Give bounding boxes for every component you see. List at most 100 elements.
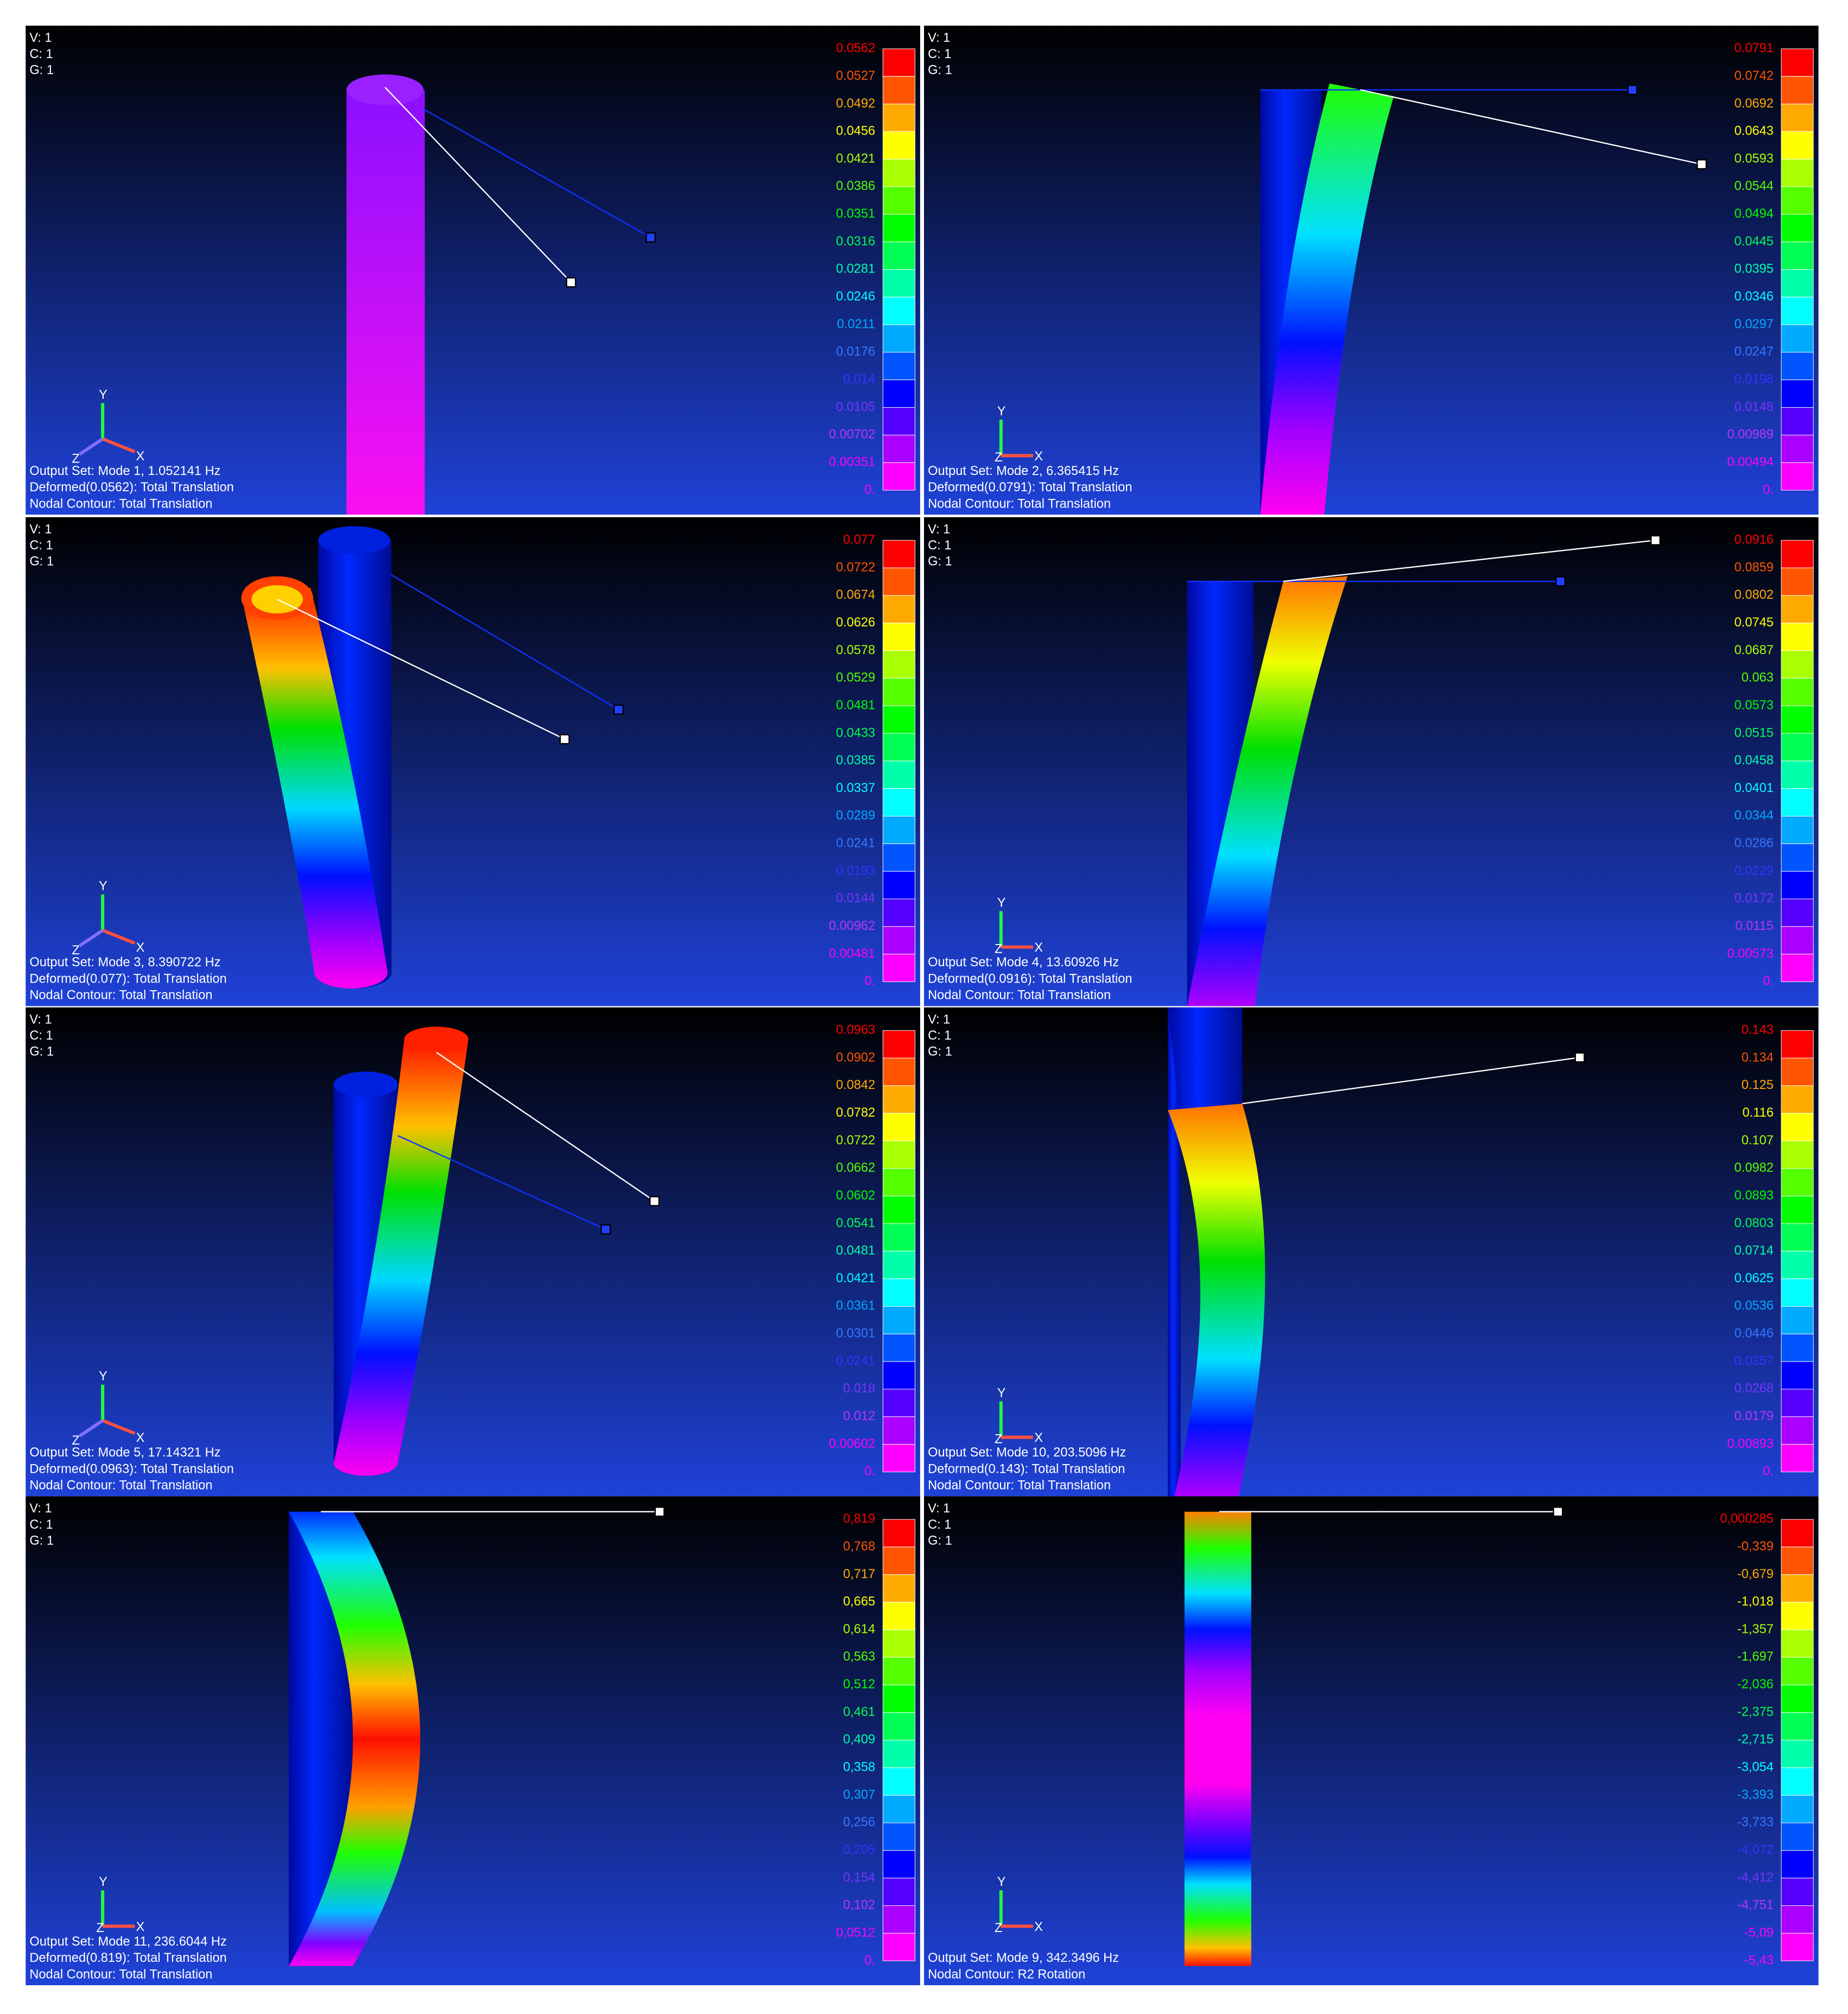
viewport-background — [26, 517, 920, 1006]
legend-label: 0. — [864, 1465, 875, 1479]
probe-line — [423, 108, 651, 238]
legend-label: 0.00573 — [1727, 947, 1773, 961]
legend-label: 0.0742 — [1735, 69, 1774, 83]
legend-swatch — [1781, 1878, 1814, 1906]
legend-label: 0.0211 — [837, 317, 876, 331]
viewport-info: V: 1 — [29, 523, 52, 537]
legend-label: 0.0745 — [1735, 616, 1774, 630]
legend-swatch — [1781, 186, 1814, 215]
legend-label: 0.0176 — [836, 345, 875, 359]
legend-label: 0.0893 — [1735, 1188, 1774, 1202]
viewport-info: G: 1 — [29, 1534, 54, 1548]
legend-label: 0.00481 — [829, 947, 875, 961]
triad-axis — [102, 1419, 136, 1435]
triad-label: X — [1034, 449, 1043, 464]
legend-swatch — [1781, 269, 1814, 297]
viewport-panel: V: 1 C: 1 G: 1 0.0791 0.0742 0.0692 0.0643 0.05… — [924, 26, 1819, 515]
probe-marker — [613, 704, 624, 715]
legend-label: -1,697 — [1737, 1650, 1774, 1664]
legend-label: 0.0602 — [836, 1188, 875, 1202]
legend-swatch — [882, 1168, 915, 1196]
legend-label: 0.063 — [1742, 671, 1774, 685]
triad-label: X — [136, 449, 145, 464]
output-caption: Nodal Contour: Total Translation — [29, 1479, 212, 1493]
probe-marker — [1627, 85, 1638, 95]
probe-line — [397, 1135, 606, 1230]
legend-swatch — [882, 871, 915, 900]
triad-axis — [78, 438, 104, 456]
legend-swatch — [1781, 379, 1814, 408]
legend-label: 0.00494 — [1727, 455, 1773, 469]
triad-label: Y — [99, 1370, 107, 1384]
legend-swatch — [882, 733, 915, 762]
legend-label: 0.018 — [843, 1382, 875, 1396]
legend-swatch — [1781, 1684, 1814, 1713]
legend-label: 0. — [864, 974, 875, 989]
viewport-background — [924, 517, 1819, 1006]
legend-swatch — [1781, 1057, 1814, 1086]
legend-label: 0. — [1763, 483, 1774, 497]
legend-swatch — [882, 1306, 915, 1334]
legend-label: 0. — [864, 483, 875, 497]
legend-swatch — [1781, 1933, 1814, 1961]
legend-swatch — [882, 1195, 915, 1224]
legend-label: 0.0445 — [1735, 235, 1774, 249]
triad-label: Z — [96, 1921, 104, 1935]
legend-swatch — [1781, 623, 1814, 651]
model — [1260, 83, 1707, 515]
triad-label: X — [1034, 1431, 1043, 1445]
legend-label: 0.0643 — [1735, 124, 1774, 138]
legend-label: 0.0481 — [836, 698, 875, 712]
legend-swatch — [1781, 540, 1814, 568]
viewport-info: C: 1 — [29, 1029, 53, 1043]
viewport-background — [26, 26, 920, 515]
triad-label: Y — [99, 1875, 107, 1889]
model — [1187, 535, 1661, 1006]
legend-swatch — [882, 1547, 915, 1575]
legend-swatch — [1781, 76, 1814, 105]
legend-label: 0,614 — [843, 1622, 875, 1636]
legend-swatch — [882, 1850, 915, 1879]
legend-swatch — [882, 324, 915, 353]
model — [241, 526, 624, 989]
legend-label: -5,09 — [1744, 1926, 1774, 1940]
triad-label: X — [136, 1920, 145, 1934]
viewport-info: G: 1 — [928, 63, 952, 77]
model — [1168, 1007, 1585, 1497]
legend-label: 0.0401 — [1735, 781, 1774, 795]
legend-label: 0.0626 — [836, 616, 875, 630]
legend-swatch — [882, 1519, 915, 1548]
triad-label: Y — [997, 404, 1006, 419]
legend-label: -4,751 — [1737, 1898, 1774, 1912]
legend-label: 0.0494 — [1735, 207, 1774, 221]
legend-swatch — [882, 159, 915, 187]
legend-label: 0.0722 — [836, 1133, 875, 1148]
legend-swatch — [1781, 214, 1814, 243]
legend-label: 0.0982 — [1735, 1161, 1774, 1175]
triad-label: Y — [997, 896, 1006, 910]
legend-swatch — [882, 242, 915, 270]
probe-marker — [649, 1196, 660, 1207]
legend-label: 0.0361 — [836, 1299, 875, 1313]
legend-label: 0.012 — [843, 1409, 875, 1423]
legend-label: 0.0593 — [1735, 151, 1774, 166]
legend-swatch — [1781, 788, 1814, 816]
legend-swatch — [1781, 1740, 1814, 1768]
triad-label: Z — [72, 943, 79, 958]
triad-axis — [102, 437, 136, 453]
viewport-background — [924, 1496, 1819, 1985]
legend-swatch — [882, 540, 915, 568]
viewport-info: V: 1 — [928, 1502, 950, 1516]
viewport-panel: V: 1 C: 1 G: 1 0.0562 0.0527 0.0492 0.0456 0.04… — [26, 26, 920, 515]
model-end — [346, 74, 424, 105]
legend-label: -3,054 — [1737, 1760, 1774, 1775]
legend-label: -5,43 — [1744, 1953, 1774, 1967]
legend-label: -2,715 — [1737, 1733, 1774, 1747]
legend-swatch — [1781, 434, 1814, 463]
legend-swatch — [882, 434, 915, 463]
legend-label: 0.0395 — [1735, 262, 1774, 276]
viewport-info: G: 1 — [928, 1045, 952, 1059]
legend-label: 0,461 — [843, 1705, 875, 1719]
legend-label: 0.0337 — [836, 781, 875, 795]
